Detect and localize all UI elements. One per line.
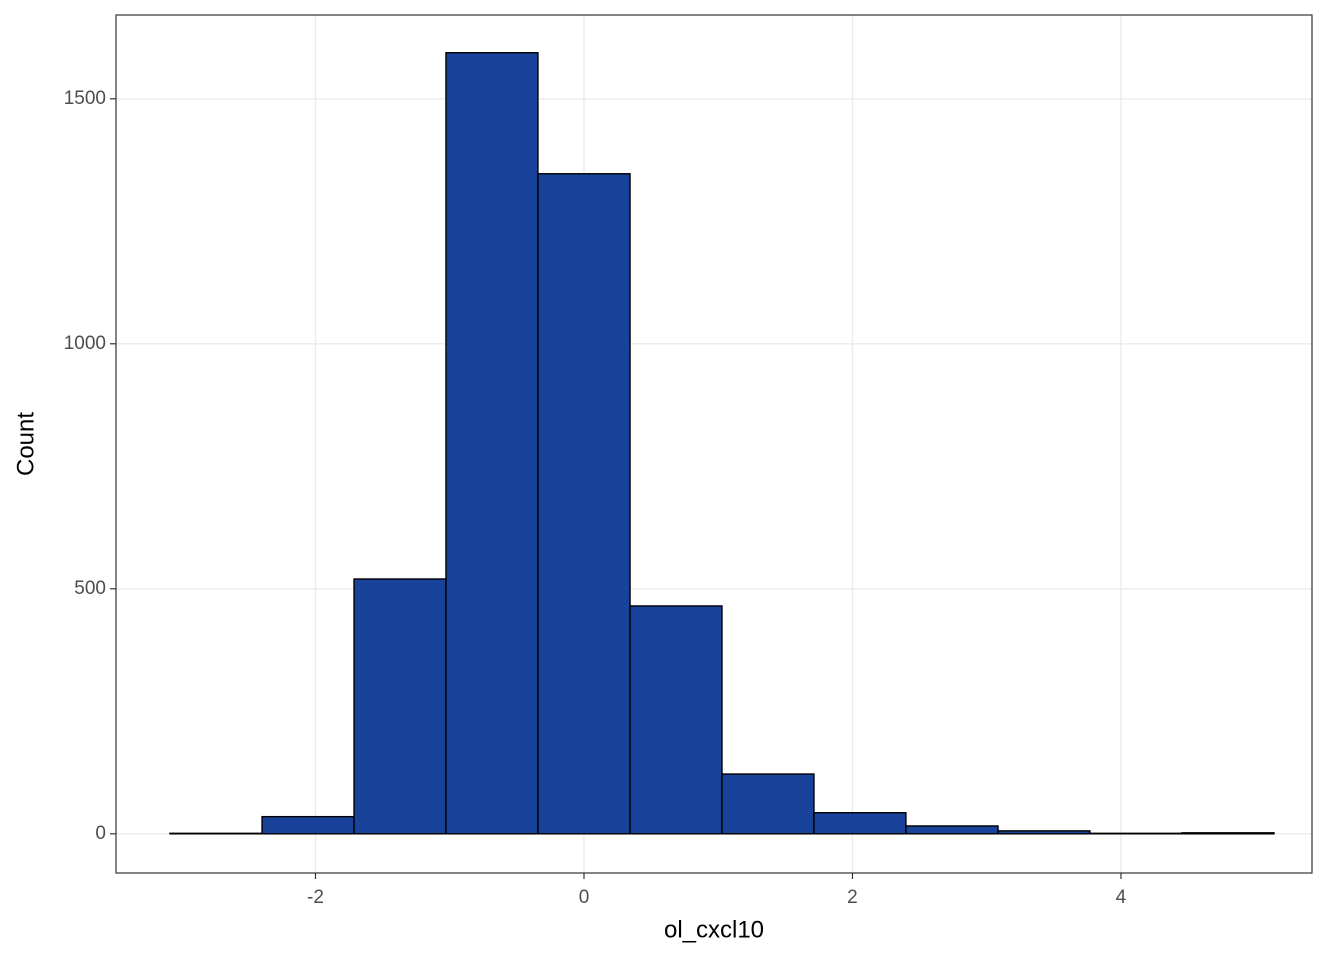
y-tick-label: 500 bbox=[74, 578, 106, 599]
x-tick-label: 0 bbox=[579, 887, 590, 908]
bar bbox=[261, 815, 355, 835]
y-tick-label: 0 bbox=[95, 823, 106, 844]
bar bbox=[629, 605, 723, 835]
x-tick-label: 4 bbox=[1116, 887, 1127, 908]
bar bbox=[997, 830, 1091, 835]
bar bbox=[905, 825, 999, 835]
y-tick-label: 1000 bbox=[64, 333, 106, 354]
panel-border bbox=[115, 14, 1313, 874]
bars bbox=[169, 52, 1275, 835]
bar bbox=[721, 773, 815, 835]
x-axis-title: ol_cxcl10 bbox=[664, 916, 764, 943]
bar bbox=[353, 578, 447, 835]
bar bbox=[813, 812, 907, 835]
bar bbox=[445, 52, 539, 835]
bar bbox=[537, 173, 631, 835]
y-axis-title: Count bbox=[12, 412, 39, 476]
x-tick-label: -2 bbox=[307, 887, 324, 908]
y-tick-label: 1500 bbox=[64, 88, 106, 109]
bar bbox=[1181, 832, 1275, 835]
x-tick-label: 2 bbox=[847, 887, 858, 908]
